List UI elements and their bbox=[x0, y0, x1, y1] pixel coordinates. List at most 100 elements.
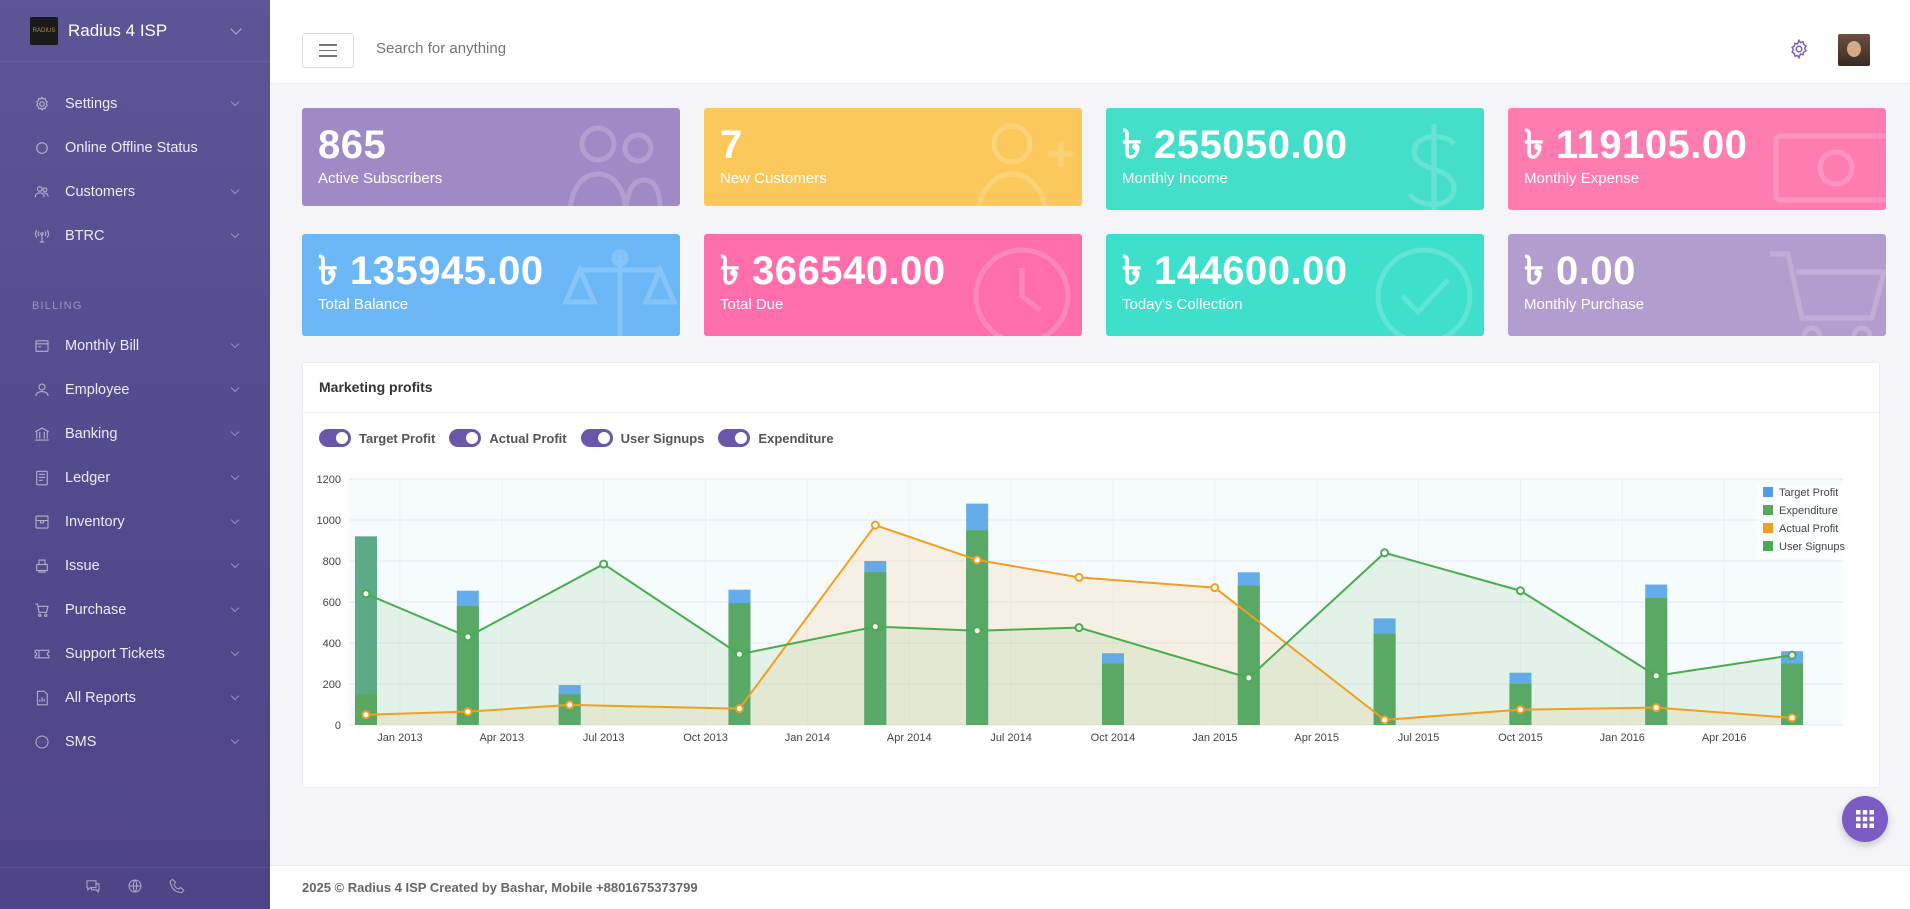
stat-card-active-subscribers[interactable]: 865 Active Subscribers bbox=[302, 108, 680, 206]
chat-icon[interactable] bbox=[84, 877, 102, 900]
bar-expenditure bbox=[1645, 597, 1668, 725]
x-tick-label: Jan 2016 bbox=[1600, 732, 1645, 744]
sidebar-item-employee[interactable]: Employee bbox=[0, 368, 270, 412]
x-tick-label: Jan 2013 bbox=[377, 732, 422, 744]
avatar[interactable] bbox=[1838, 34, 1870, 66]
line-user-signups bbox=[365, 551, 1793, 679]
point-user-signups bbox=[972, 626, 982, 636]
toggle-user-signups[interactable]: User Signups bbox=[580, 429, 705, 447]
toggle-label: Actual Profit bbox=[489, 430, 567, 446]
bar-expenditure bbox=[456, 606, 479, 725]
line-actual-profit bbox=[365, 523, 1793, 721]
bill-icon bbox=[32, 336, 52, 356]
point-user-signups bbox=[1380, 548, 1390, 558]
chevron-down-icon bbox=[230, 339, 240, 349]
toggle-expenditure[interactable]: Expenditure bbox=[718, 429, 834, 447]
page-footer: 2025 © Radius 4 ISP Created by Bashar, M… bbox=[270, 865, 1910, 909]
circle-icon bbox=[32, 138, 52, 158]
toggle-label: Target Profit bbox=[359, 430, 436, 446]
bar-expenditure bbox=[728, 603, 751, 725]
chevron-down-icon bbox=[230, 559, 240, 569]
stat-card-total-balance[interactable]: ৳ 135945.00 Total Balance bbox=[302, 234, 680, 336]
sidebar-item-banking[interactable]: Banking bbox=[0, 412, 270, 456]
scale-icon bbox=[562, 249, 678, 336]
toggle-actual-profit[interactable]: Actual Profit bbox=[449, 429, 567, 447]
printer-icon bbox=[32, 556, 52, 576]
toggle-target-profit[interactable]: Target Profit bbox=[319, 429, 435, 447]
sidebar-item-label: Banking bbox=[65, 426, 118, 442]
user-icon bbox=[32, 380, 52, 400]
toggle-switch[interactable] bbox=[449, 429, 482, 447]
sidebar-item-label: Inventory bbox=[65, 514, 125, 530]
nav-menu: Settings Online Offline Status Customers BT… bbox=[0, 82, 270, 258]
box-icon bbox=[32, 512, 52, 532]
toggle-label: User Signups bbox=[620, 430, 705, 446]
chevron-down-icon bbox=[230, 229, 240, 239]
stat-card-monthly-purchase[interactable]: ৳ 0.00 Monthly Purchase bbox=[1508, 234, 1886, 336]
y-tick-label: 200 bbox=[323, 679, 341, 691]
x-tick-label: Jul 2014 bbox=[990, 732, 1032, 744]
apps-grid-button[interactable] bbox=[1842, 796, 1888, 842]
point-actual-profit bbox=[361, 710, 371, 720]
toggle-switch[interactable] bbox=[580, 429, 613, 447]
series-toggles: Target Profit Actual Profit User Signups Ex… bbox=[319, 429, 834, 447]
sidebar-item-settings[interactable]: Settings bbox=[0, 82, 270, 126]
cart-icon bbox=[1770, 251, 1886, 336]
legend-label: Expenditure bbox=[1779, 505, 1838, 517]
legend-label: Actual Profit bbox=[1779, 523, 1838, 535]
cart-icon bbox=[32, 600, 52, 620]
phone-icon[interactable] bbox=[168, 877, 186, 900]
stat-card-total-due[interactable]: ৳ 366540.00 Total Due bbox=[704, 234, 1082, 336]
clock-icon bbox=[973, 247, 1071, 336]
globe-icon[interactable] bbox=[126, 877, 144, 900]
stat-card-monthly-income[interactable]: ৳ 255050.00 Monthly Income bbox=[1106, 108, 1484, 210]
stat-label: Monthly Income bbox=[1122, 170, 1228, 187]
sidebar-item-btrc[interactable]: BTRC bbox=[0, 214, 270, 258]
dollar-icon bbox=[1407, 124, 1457, 210]
search-input[interactable] bbox=[376, 40, 876, 57]
sidebar-item-monthly-bill[interactable]: Monthly Bill bbox=[0, 324, 270, 368]
users-icon bbox=[32, 182, 52, 202]
sidebar-item-issue[interactable]: Issue bbox=[0, 544, 270, 588]
marketing-profits-panel: Marketing profits Target Profit Actual Pr… bbox=[302, 362, 1880, 788]
point-actual-profit bbox=[1074, 572, 1084, 582]
sidebar-item-online-offline-status[interactable]: Online Offline Status bbox=[0, 126, 270, 170]
x-tick-label: Oct 2013 bbox=[683, 732, 728, 744]
menu-toggle-button[interactable] bbox=[302, 33, 354, 68]
point-user-signups bbox=[463, 632, 473, 642]
brand[interactable]: RADIUS Radius 4 ISP bbox=[0, 0, 270, 62]
sidebar-item-label: Ledger bbox=[65, 470, 111, 486]
gear-icon[interactable] bbox=[1788, 38, 1810, 65]
gear-icon bbox=[32, 94, 52, 114]
sidebar-item-support-tickets[interactable]: Support Tickets bbox=[0, 632, 270, 676]
y-tick-label: 800 bbox=[323, 556, 341, 568]
stat-card-monthly-expense[interactable]: ৳ 119105.00 Monthly Expense bbox=[1508, 108, 1886, 210]
stat-card-new-customers[interactable]: 7 New Customers bbox=[704, 108, 1082, 206]
x-tick-label: Apr 2015 bbox=[1294, 732, 1339, 744]
sidebar-item-sms[interactable]: SMS bbox=[0, 720, 270, 764]
point-user-signups bbox=[361, 589, 371, 599]
stat-card-today-s-collection[interactable]: ৳ 144600.00 Today's Collection bbox=[1106, 234, 1484, 336]
topbar bbox=[270, 0, 1910, 84]
y-tick-label: 1000 bbox=[317, 515, 341, 527]
toggle-switch[interactable] bbox=[319, 429, 351, 447]
legend-swatch bbox=[1763, 541, 1773, 551]
stat-value: ৳ 255050.00 bbox=[1122, 123, 1348, 167]
users-icon bbox=[568, 125, 663, 206]
sidebar-item-inventory[interactable]: Inventory bbox=[0, 500, 270, 544]
chevron-down-icon bbox=[230, 647, 240, 657]
x-tick-label: Apr 2016 bbox=[1702, 732, 1747, 744]
stat-label: Total Balance bbox=[318, 296, 409, 313]
grid-icon bbox=[1856, 810, 1874, 828]
point-actual-profit bbox=[1380, 715, 1390, 725]
toggle-switch[interactable] bbox=[718, 429, 751, 447]
point-actual-profit bbox=[972, 555, 982, 565]
bar-expenditure bbox=[1509, 684, 1532, 725]
bar-expenditure bbox=[1781, 663, 1804, 725]
sidebar-item-all-reports[interactable]: All Reports bbox=[0, 676, 270, 720]
sidebar-item-purchase[interactable]: Purchase bbox=[0, 588, 270, 632]
sidebar-item-customers[interactable]: Customers bbox=[0, 170, 270, 214]
area-user-signups bbox=[365, 552, 1793, 725]
sidebar-item-ledger[interactable]: Ledger bbox=[0, 456, 270, 500]
sidebar-item-label: SMS bbox=[65, 734, 97, 750]
